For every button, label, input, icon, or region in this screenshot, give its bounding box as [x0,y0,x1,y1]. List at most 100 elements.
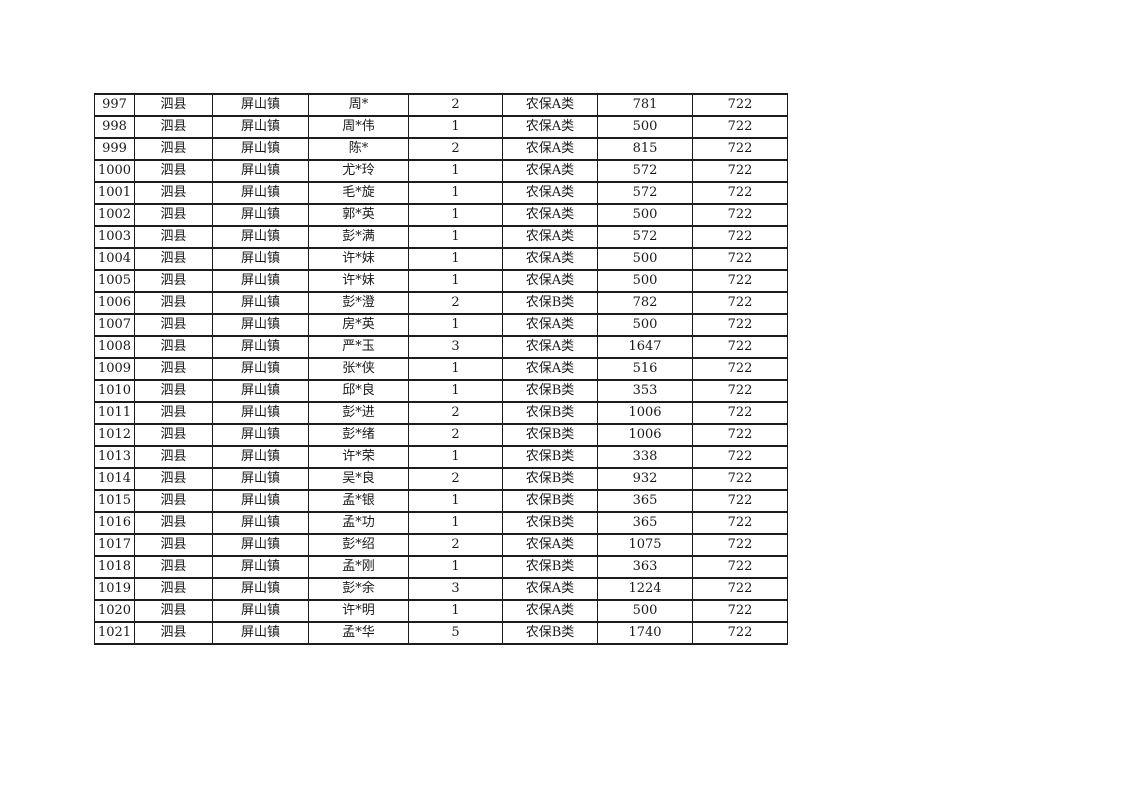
cell-category: 农保A类 [502,313,598,337]
cell-code: 722 [692,181,788,205]
cell-amount: 365 [597,489,693,513]
cell-county: 泗县 [134,357,213,381]
cell-town: 屏山镇 [212,203,309,227]
cell-code: 722 [692,533,788,557]
cell-serial: 998 [94,115,135,139]
cell-county: 泗县 [134,93,213,117]
cell-amount: 516 [597,357,693,381]
cell-name: 毛*旋 [308,181,409,205]
cell-count: 5 [408,621,503,645]
cell-category: 农保A类 [502,203,598,227]
cell-count: 1 [408,357,503,381]
cell-amount: 1075 [597,533,693,557]
cell-county: 泗县 [134,379,213,403]
table-row: 1019 泗县 屏山镇 彭*余 3 农保A类 1224 722 [94,577,788,601]
cell-serial: 1016 [94,511,135,535]
cell-amount: 782 [597,291,693,315]
cell-code: 722 [692,489,788,513]
cell-serial: 1005 [94,269,135,293]
cell-code: 722 [692,379,788,403]
cell-town: 屏山镇 [212,313,309,337]
cell-name: 尤*玲 [308,159,409,183]
cell-county: 泗县 [134,489,213,513]
cell-name: 孟*银 [308,489,409,513]
cell-count: 1 [408,225,503,249]
cell-category: 农保A类 [502,577,598,601]
cell-category: 农保B类 [502,621,598,645]
cell-serial: 1014 [94,467,135,491]
cell-serial: 1012 [94,423,135,447]
cell-code: 722 [692,467,788,491]
cell-serial: 1006 [94,291,135,315]
cell-county: 泗县 [134,247,213,271]
cell-count: 2 [408,423,503,447]
cell-count: 1 [408,269,503,293]
cell-serial: 1003 [94,225,135,249]
cell-county: 泗县 [134,467,213,491]
table-row: 1011 泗县 屏山镇 彭*进 2 农保B类 1006 722 [94,401,788,425]
table-row: 1021 泗县 屏山镇 孟*华 5 农保B类 1740 722 [94,621,788,645]
cell-count: 1 [408,379,503,403]
cell-amount: 500 [597,247,693,271]
cell-amount: 572 [597,225,693,249]
cell-code: 722 [692,445,788,469]
cell-county: 泗县 [134,577,213,601]
cell-category: 农保B类 [502,555,598,579]
cell-code: 722 [692,225,788,249]
cell-town: 屏山镇 [212,445,309,469]
cell-county: 泗县 [134,137,213,161]
cell-town: 屏山镇 [212,599,309,623]
cell-name: 孟*功 [308,511,409,535]
table-row: 1008 泗县 屏山镇 严*玉 3 农保A类 1647 722 [94,335,788,359]
cell-count: 1 [408,203,503,227]
cell-category: 农保A类 [502,159,598,183]
cell-amount: 815 [597,137,693,161]
cell-count: 1 [408,445,503,469]
cell-count: 2 [408,137,503,161]
cell-code: 722 [692,115,788,139]
table-row: 1014 泗县 屏山镇 吴*良 2 农保B类 932 722 [94,467,788,491]
cell-name: 许*妹 [308,247,409,271]
records-table-body: 997 泗县 屏山镇 周* 2 农保A类 781 722 998 泗县 屏山镇 周*伟 1 农保A类 500… [94,93,788,645]
cell-code: 722 [692,269,788,293]
cell-category: 农保A类 [502,93,598,117]
cell-serial: 1002 [94,203,135,227]
cell-serial: 1017 [94,533,135,557]
cell-county: 泗县 [134,555,213,579]
cell-amount: 500 [597,203,693,227]
table-row: 1002 泗县 屏山镇 郭*英 1 农保A类 500 722 [94,203,788,227]
cell-amount: 1224 [597,577,693,601]
cell-town: 屏山镇 [212,225,309,249]
cell-amount: 1740 [597,621,693,645]
cell-name: 张*侠 [308,357,409,381]
cell-code: 722 [692,203,788,227]
cell-county: 泗县 [134,181,213,205]
cell-name: 陈* [308,137,409,161]
cell-amount: 1006 [597,401,693,425]
table-row: 1010 泗县 屏山镇 邱*良 1 农保B类 353 722 [94,379,788,403]
table-row: 1005 泗县 屏山镇 许*妹 1 农保A类 500 722 [94,269,788,293]
cell-count: 2 [408,93,503,117]
cell-county: 泗县 [134,423,213,447]
cell-town: 屏山镇 [212,555,309,579]
cell-serial: 1019 [94,577,135,601]
cell-county: 泗县 [134,533,213,557]
cell-name: 孟*刚 [308,555,409,579]
table-row: 1013 泗县 屏山镇 许*荣 1 农保B类 338 722 [94,445,788,469]
cell-code: 722 [692,291,788,315]
table-row: 1017 泗县 屏山镇 彭*绍 2 农保A类 1075 722 [94,533,788,557]
cell-category: 农保B类 [502,423,598,447]
cell-name: 许*荣 [308,445,409,469]
cell-serial: 997 [94,93,135,117]
cell-town: 屏山镇 [212,115,309,139]
cell-code: 722 [692,621,788,645]
cell-county: 泗县 [134,313,213,337]
cell-code: 722 [692,511,788,535]
cell-town: 屏山镇 [212,159,309,183]
cell-amount: 365 [597,511,693,535]
cell-count: 1 [408,313,503,337]
cell-category: 农保A类 [502,269,598,293]
table-row: 1004 泗县 屏山镇 许*妹 1 农保A类 500 722 [94,247,788,271]
cell-name: 彭*余 [308,577,409,601]
cell-serial: 1018 [94,555,135,579]
